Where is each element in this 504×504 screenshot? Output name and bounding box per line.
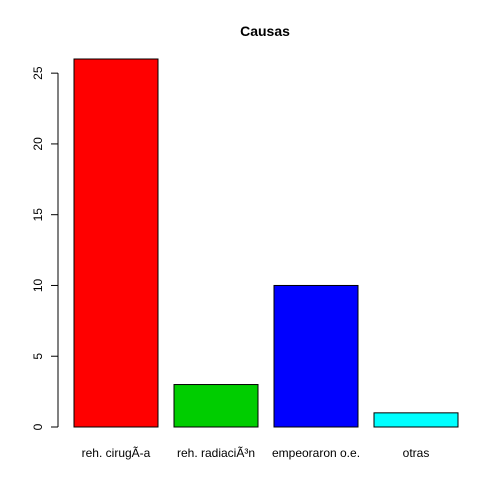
y-axis: 0 5 10 15 20 25 [31,66,59,430]
y-tick-label: 10 [31,278,45,292]
y-tick-label: 0 [31,423,45,430]
bar [173,384,259,428]
bar [73,58,159,428]
x-category-label: reh. cirugÃ-a [82,446,151,460]
y-tick-label: 20 [31,137,45,151]
y-tick-label: 5 [31,353,45,360]
bar [373,412,459,428]
x-category-label: otras [403,446,430,460]
y-tick-label: 15 [31,208,45,222]
chart-title: Causas [240,23,290,39]
x-category-label: empeoraron o.e. [272,446,360,460]
y-tick-label: 25 [31,66,45,80]
x-category-label: reh. radiaciÃ³n [177,446,255,460]
bars-group [73,58,459,428]
bar [273,284,359,428]
x-axis-labels: reh. cirugÃ-a reh. radiaciÃ³n empeoraron o… [82,446,430,460]
